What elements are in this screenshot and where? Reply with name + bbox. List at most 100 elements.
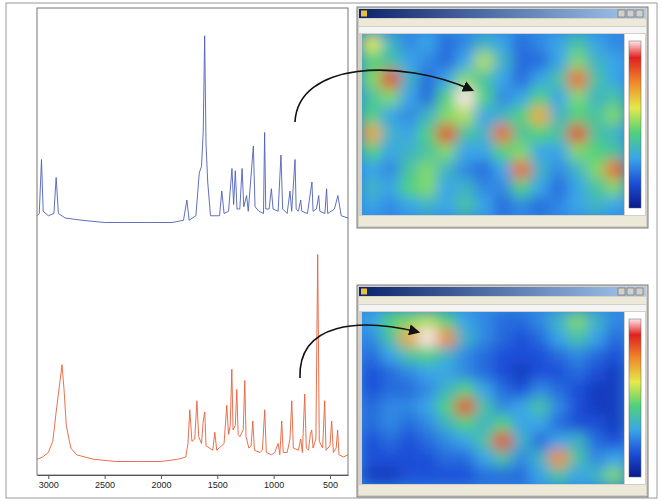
heatmap-cell [381,179,400,198]
heatmap-cell [418,346,437,364]
heatmap-cell [493,346,512,364]
spectra-frame [37,8,348,475]
heatmap-cell [568,52,587,71]
heatmap-cell [568,381,587,399]
heatmap [362,34,624,215]
heatmap-cell [456,52,475,71]
heatmap-cell [362,125,381,144]
colorbar-panel [625,312,645,484]
heatmap-cell [381,161,400,180]
heatmap-cell [381,415,400,433]
heatmap-cell [549,34,568,53]
heatmap [362,312,624,484]
heatmap-cell [362,106,381,125]
heatmap-cell [549,197,568,215]
heatmap-cell [549,52,568,71]
heatmap-cell [549,143,568,162]
heatmap-cell [587,312,606,330]
heatmap-cell [530,52,549,71]
x-tick: 2500 [95,475,115,490]
heatmap-cell [399,197,418,215]
heatmap-cell [530,415,549,433]
heatmap-cell [530,106,549,125]
heatmap-cell [568,34,587,53]
heatmap-cell [512,106,531,125]
heatmap-cell [362,398,381,416]
heatmap-cell [568,143,587,162]
heatmap-cell [605,329,624,347]
heatmap-cell [587,143,606,162]
heatmap-cell [399,88,418,107]
heatmap-cell [381,197,400,215]
heatmap-cell [587,161,606,180]
heatmap-cell [568,179,587,198]
x-tick: 3000 [39,475,59,490]
heatmap-cells [362,34,624,215]
heatmap-cell [493,179,512,198]
heatmap-cell [418,398,437,416]
heatmap-cell [437,106,456,125]
heatmap-cell [456,125,475,144]
heatmap-cell [381,106,400,125]
heatmap-cell [493,312,512,330]
window-header [359,305,646,311]
heatmap-background [362,34,624,215]
heatmap-cell [605,312,624,330]
heatmap-cell [568,70,587,89]
x-axis: 30002500200015001000500 [38,475,349,490]
plot-area [37,255,348,462]
heatmap-cell [568,450,587,468]
heatmap-cell [512,398,531,416]
heatmap-cell [605,106,624,125]
heatmap-cell [512,450,531,468]
heatmap-cell [456,415,475,433]
window-button [618,10,625,17]
heatmap-cell [437,70,456,89]
heatmap-cell [605,467,624,484]
x-tick: 2000 [151,475,171,490]
heatmap-cell [456,346,475,364]
heatmap-cell [456,197,475,215]
heatmap-cell [437,34,456,53]
heatmap-cell [587,467,606,484]
heatmap-cell [399,432,418,450]
heatmap-cell [381,88,400,107]
heatmap-cell [512,70,531,89]
heatmap-cell [399,52,418,71]
heatmap-cell [418,106,437,125]
canvas: 30002500200015001000500 [0,0,663,501]
heatmap-cell [399,450,418,468]
heatmap-cell [587,34,606,53]
heatmap-cell [474,329,493,347]
heatmap-cell [549,125,568,144]
heatmap-cell [605,398,624,416]
heatmap-cell [456,398,475,416]
heatmap-cell [399,415,418,433]
window-title-bar [359,287,646,296]
heatmap-cell [381,329,400,347]
heatmap-cell [418,125,437,144]
heatmap-cell [381,381,400,399]
heatmap-cell [362,161,381,180]
x-tick-mark [330,475,331,479]
heatmap-cell [418,381,437,399]
heatmap-cell [530,398,549,416]
window-frame [357,285,648,497]
heatmap-cell [418,312,437,330]
heatmap-cell [587,179,606,198]
heatmap-cell [530,143,549,162]
heatmap-cell [568,467,587,484]
heatmap-cell [605,381,624,399]
heatmap-cell [362,381,381,399]
window-title-bar [359,9,646,18]
heatmap-cell [418,70,437,89]
heatmap-cell [493,197,512,215]
heatmap-cell [549,364,568,382]
heatmap-cell [512,34,531,53]
heatmap-cell [456,329,475,347]
heatmap-cell [587,125,606,144]
heatmap-cell [418,88,437,107]
heatmap-cell [512,197,531,215]
x-axis-line [38,475,349,476]
heatmap-cell [381,346,400,364]
